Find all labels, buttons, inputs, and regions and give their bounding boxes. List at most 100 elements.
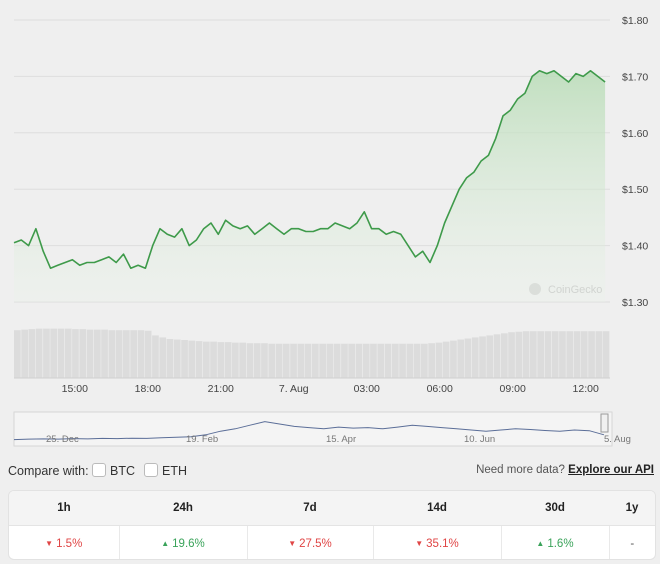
y-tick-label: $1.40 — [622, 241, 648, 253]
volume-bar — [457, 339, 465, 378]
volume-bar — [464, 338, 472, 378]
volume-bar — [181, 340, 188, 378]
header-1h: 1h — [9, 491, 119, 526]
volume-bar — [268, 343, 276, 378]
value-text: 1.6% — [547, 538, 574, 550]
volume-bar — [537, 331, 544, 378]
price-chart[interactable]: $1.80$1.70$1.60$1.50$1.40$1.30CoinGecko1… — [0, 0, 660, 455]
volume-bar — [377, 343, 385, 378]
volume-bar — [217, 342, 225, 378]
volume-bar — [501, 333, 508, 378]
volume-bar — [559, 331, 566, 378]
volume-bar — [130, 330, 137, 378]
value-1h: ▼ 1.5% — [9, 525, 120, 559]
price-chart-svg[interactable]: $1.80$1.70$1.60$1.50$1.40$1.30CoinGecko1… — [0, 0, 660, 455]
volume-bar — [370, 343, 377, 378]
trend-up-icon: ▲ — [161, 539, 170, 548]
trend-down-icon: ▼ — [415, 539, 424, 548]
x-tick-label: 18:00 — [135, 383, 161, 395]
navigator-date-label: 19. Feb — [186, 434, 218, 445]
volume-bar — [319, 343, 326, 378]
volume-bar — [144, 330, 152, 378]
volume-bar — [515, 331, 523, 378]
volume-bar — [159, 337, 167, 378]
volume-bar — [450, 340, 457, 378]
trend-down-icon: ▼ — [288, 539, 297, 548]
volume-bar — [290, 343, 297, 378]
navigator-line — [13, 421, 605, 441]
navigator-date-label: 25. Dec — [46, 434, 79, 445]
volume-bar — [50, 328, 57, 378]
y-tick-label: $1.30 — [622, 297, 648, 309]
volume-bar — [108, 330, 116, 378]
more-data-text: Need more data? — [476, 464, 565, 476]
value-text: - — [630, 538, 635, 550]
eth-checkbox[interactable] — [144, 463, 158, 477]
x-tick-label: 7. Aug — [279, 383, 309, 395]
volume-bar — [261, 343, 268, 378]
volume-bar — [94, 329, 101, 378]
header-14d: 14d — [373, 491, 501, 526]
y-tick-label: $1.80 — [622, 15, 648, 27]
volume-bar — [588, 331, 595, 378]
volume-bar — [573, 331, 581, 378]
trend-up-icon: ▲ — [536, 539, 545, 548]
volume-bar — [348, 343, 355, 378]
volume-bar — [224, 342, 232, 378]
volume-bar — [384, 343, 392, 378]
x-tick-label: 21:00 — [208, 383, 234, 395]
volume-bar — [341, 343, 348, 378]
value-30d: ▲ 1.6% — [501, 525, 610, 559]
btc-checkbox-label[interactable]: BTC — [110, 464, 135, 478]
volume-bar — [602, 331, 610, 378]
navigator-date-label: 5. Aug — [604, 434, 631, 445]
volume-bar — [14, 330, 21, 378]
volume-bar — [413, 343, 421, 378]
volume-bar — [297, 343, 305, 378]
volume-bar — [282, 343, 290, 378]
eth-checkbox-label[interactable]: ETH — [162, 464, 187, 478]
volume-bar — [421, 343, 428, 378]
header-7d: 7d — [247, 491, 373, 526]
header-30d: 30d — [501, 491, 609, 526]
volume-bar — [392, 343, 399, 378]
x-tick-label: 09:00 — [500, 383, 526, 395]
y-tick-label: $1.50 — [622, 184, 648, 196]
trend-down-icon: ▼ — [45, 539, 54, 548]
volume-bar — [493, 334, 501, 378]
volume-bar — [239, 342, 246, 378]
volume-bar — [486, 335, 494, 378]
volume-bar — [246, 343, 254, 378]
volume-bar — [123, 330, 130, 378]
volume-bar — [57, 328, 65, 378]
volume-bar — [203, 341, 210, 378]
volume-bar — [43, 328, 50, 378]
volume-bar — [522, 331, 530, 378]
volume-bar — [479, 336, 486, 378]
volume-bar — [195, 341, 203, 378]
value-text: 27.5% — [299, 538, 332, 550]
volume-bar — [399, 343, 406, 378]
volume-bar — [64, 328, 72, 378]
volume-bar — [530, 331, 537, 378]
btc-checkbox[interactable] — [92, 463, 106, 477]
volume-bar — [595, 331, 603, 378]
navigator-handle[interactable] — [600, 413, 609, 433]
volume-bar — [312, 343, 319, 378]
volume-bar — [435, 342, 443, 378]
x-tick-label: 06:00 — [427, 383, 453, 395]
volume-bar — [72, 329, 79, 378]
x-tick-label: 12:00 — [573, 383, 599, 395]
navigator-date-label: 15. Apr — [326, 434, 356, 445]
volume-bar — [566, 331, 574, 378]
value-1y: - — [609, 526, 655, 560]
value-24h: ▲ 19.6% — [119, 525, 248, 559]
volume-bar — [115, 330, 123, 378]
volume-bar — [428, 343, 435, 378]
volume-bar — [210, 341, 217, 378]
volume-bar — [188, 340, 196, 378]
explore-api-link[interactable]: Explore our API — [568, 464, 654, 476]
volume-bar — [471, 337, 479, 378]
x-tick-label: 15:00 — [62, 383, 88, 395]
price-area — [14, 70, 606, 302]
